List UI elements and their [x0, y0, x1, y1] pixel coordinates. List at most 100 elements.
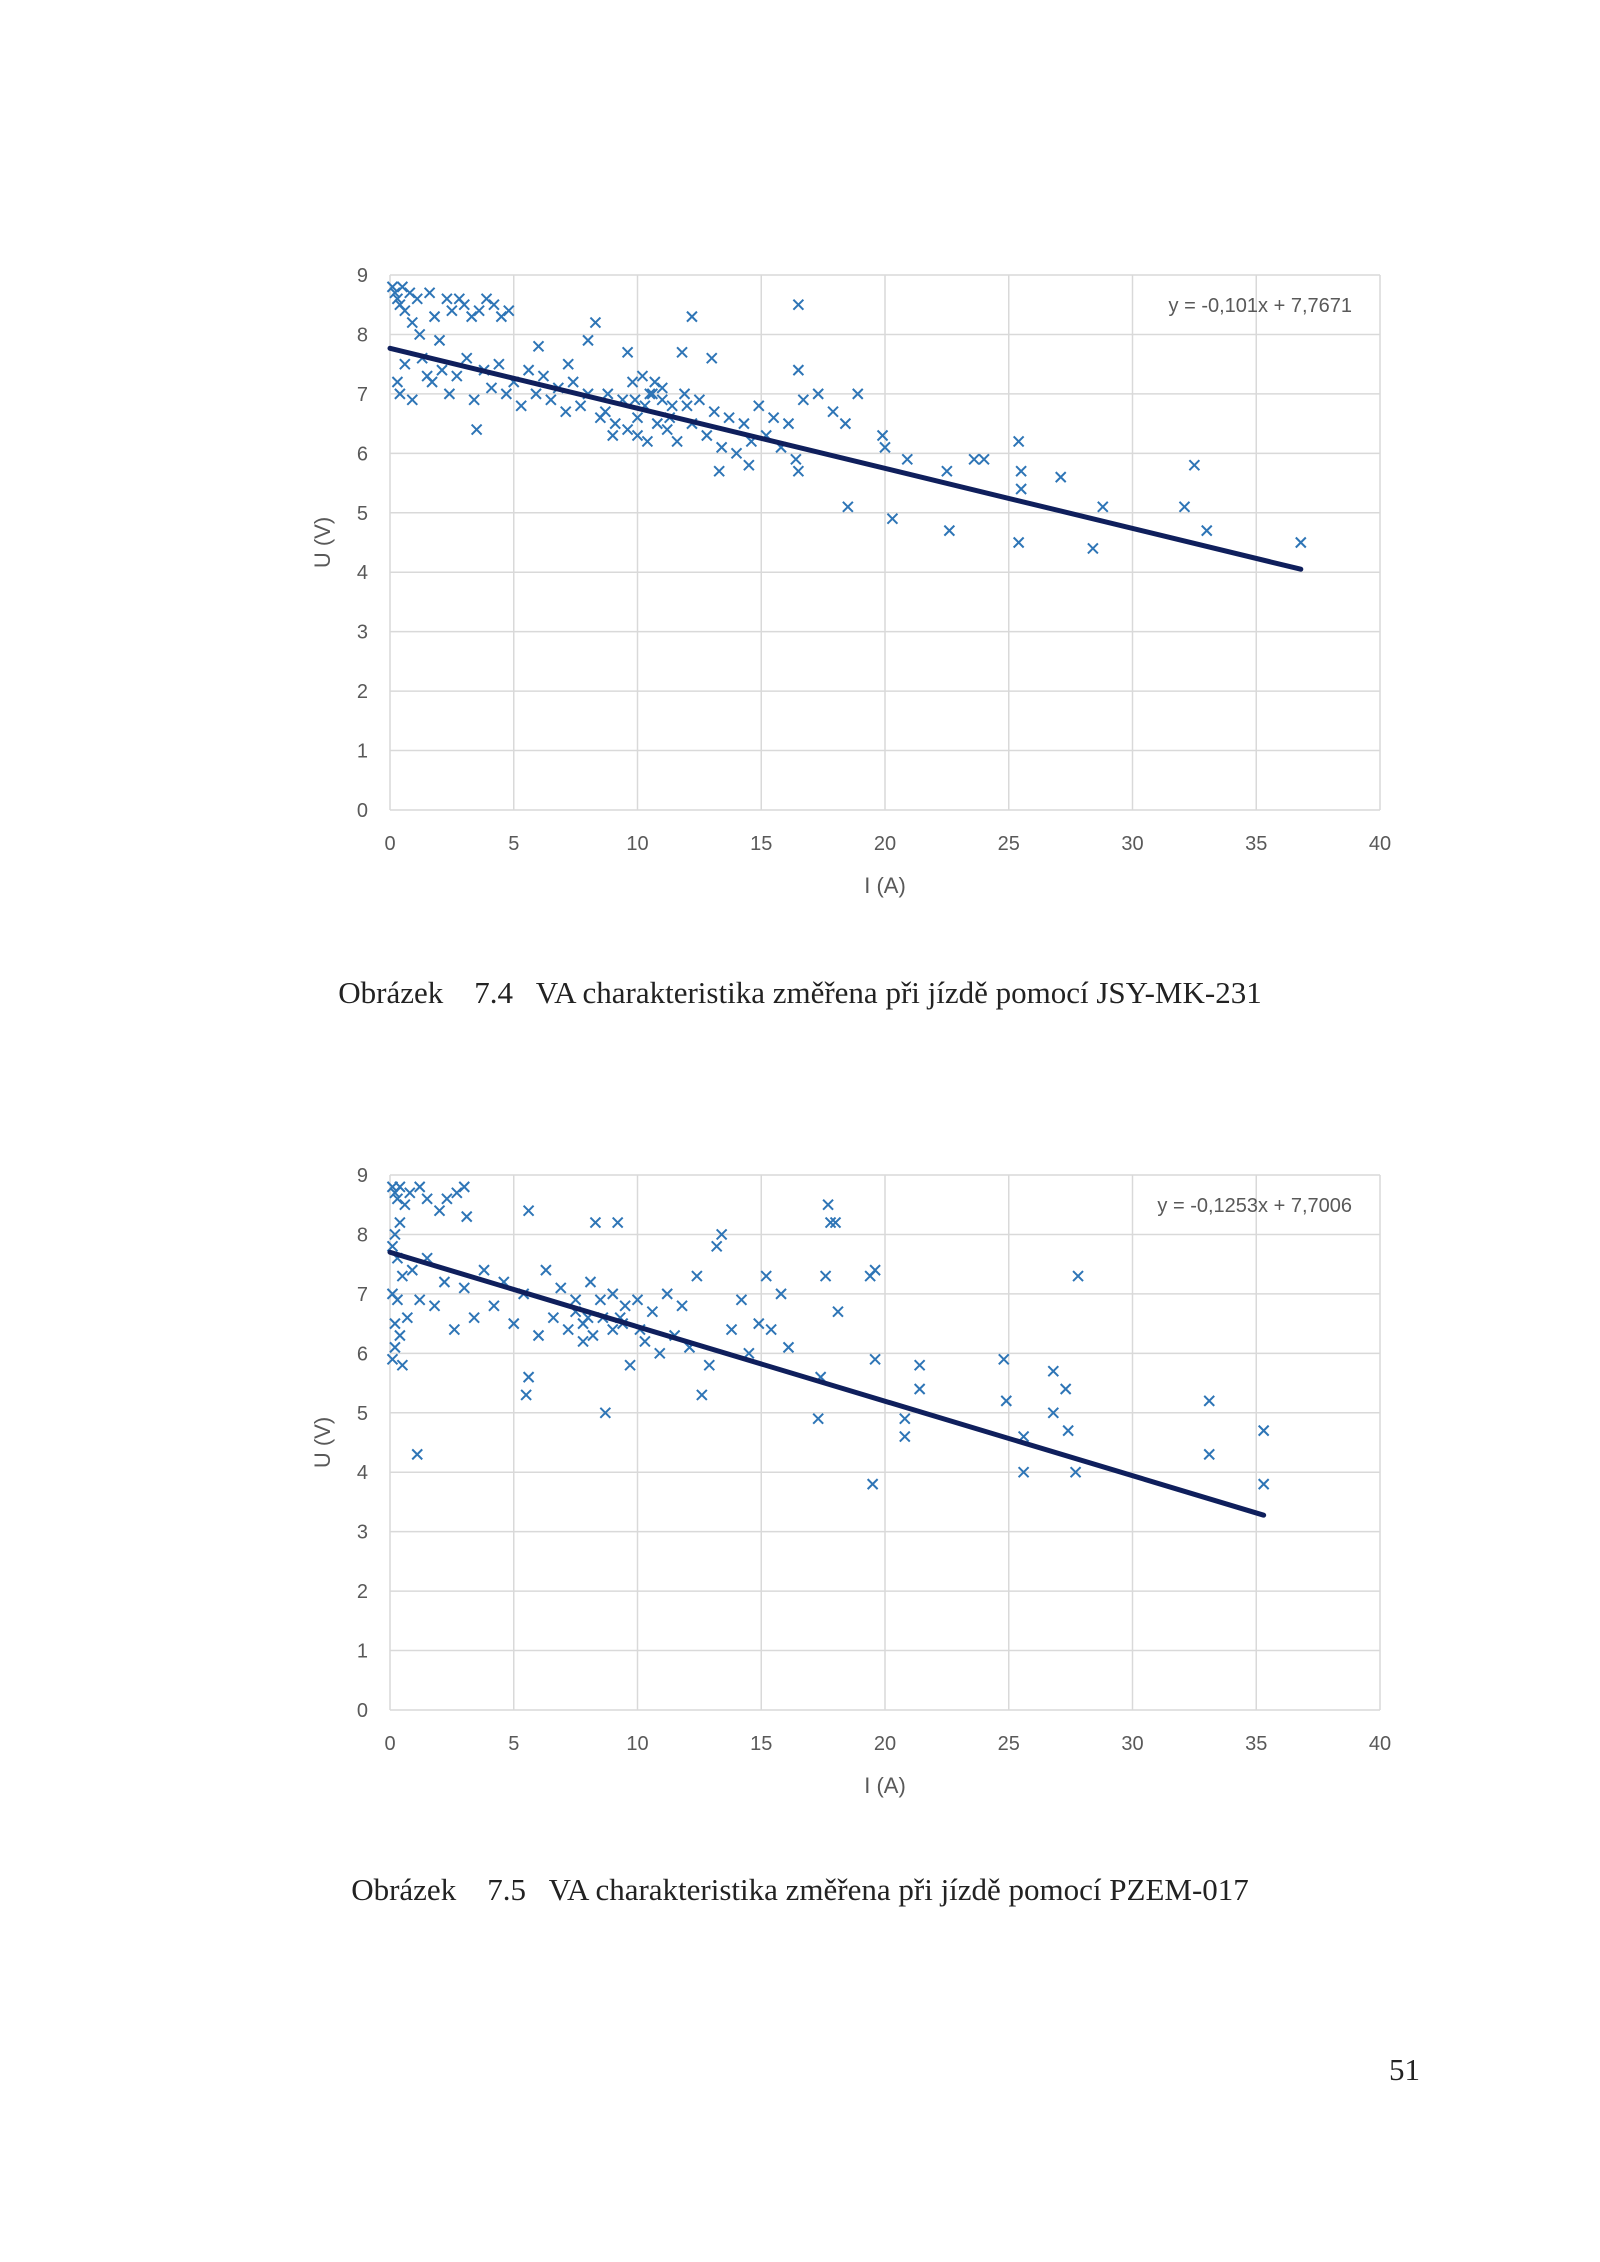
data-point [730, 447, 743, 460]
data-point [1017, 1466, 1030, 1478]
caption-figure-7-4: Obrázek 7.4 VA charakteristika změřena p… [338, 975, 1262, 1010]
data-point [654, 1347, 666, 1360]
data-point [488, 299, 500, 311]
data-point [681, 400, 693, 412]
data-point [537, 370, 550, 382]
data-point [701, 429, 713, 442]
data-point [631, 429, 644, 442]
data-point [465, 310, 478, 323]
data-point [389, 1317, 401, 1330]
x-tick-label: 30 [1121, 833, 1143, 855]
data-point [488, 1300, 500, 1312]
data-point [582, 334, 594, 347]
data-point [879, 441, 891, 454]
data-point [389, 1341, 401, 1354]
data-point [574, 400, 587, 412]
data-point [775, 1288, 787, 1300]
data-point [1062, 1424, 1074, 1437]
data-point [827, 406, 839, 418]
data-point [599, 1407, 612, 1419]
x-tick-label: 35 [1245, 833, 1267, 855]
data-point [530, 388, 542, 400]
y-tick-label: 2 [357, 681, 368, 703]
data-point [562, 1323, 574, 1336]
data-point [413, 328, 426, 341]
data-point [577, 1335, 589, 1348]
data-point [520, 1389, 532, 1401]
x-tick-label: 20 [874, 1733, 896, 1755]
x-tick-label: 40 [1369, 1733, 1391, 1755]
trendline-equation: y = -0,101x + 7,7671 [1169, 295, 1352, 317]
data-point [386, 1240, 399, 1253]
data-point [1012, 435, 1025, 448]
data-point [767, 411, 780, 424]
chart-svg: 0 5 10 15 20 25 30 35 40 0 1 2 3 4 5 6 7 8 9 I (A) U (V) y = … [310, 1165, 1391, 1798]
data-point [589, 316, 602, 329]
x-axis-label: I (A) [864, 1773, 906, 1798]
data-point [812, 1413, 824, 1425]
data-point [715, 1228, 728, 1241]
x-tick-label: 10 [626, 833, 648, 855]
data-point [478, 1264, 490, 1276]
data-point [404, 287, 416, 299]
data-point [666, 400, 678, 412]
data-point [426, 376, 438, 388]
data-point [386, 1353, 399, 1365]
data-point [399, 1199, 411, 1211]
data-point [998, 1353, 1010, 1365]
data-point [448, 1323, 461, 1336]
data-point [584, 1276, 597, 1288]
data-point [423, 287, 436, 299]
scatter-points [386, 1181, 1270, 1490]
data-point [646, 388, 659, 400]
data-point [587, 1329, 599, 1342]
data-point [428, 1300, 441, 1312]
y-tick-label: 8 [357, 324, 368, 346]
data-point [1188, 459, 1201, 471]
x-tick-label: 5 [508, 833, 519, 855]
x-tick-label: 15 [750, 1733, 772, 1755]
data-point [631, 1294, 644, 1306]
x-tick-label: 5 [508, 1733, 519, 1755]
data-point [968, 453, 980, 465]
data-point [715, 441, 728, 454]
data-point [1201, 524, 1213, 537]
x-tick-label: 15 [750, 833, 772, 855]
data-point [839, 417, 852, 430]
data-point [389, 1228, 401, 1241]
data-point [599, 406, 612, 418]
data-point [636, 370, 649, 382]
data-point [1203, 1395, 1215, 1407]
data-point [790, 453, 802, 465]
data-point [760, 1270, 772, 1282]
data-point [1257, 1424, 1270, 1437]
data-point [589, 1216, 602, 1229]
data-point [396, 1359, 409, 1371]
chart-svg: 0 5 10 15 20 25 30 35 40 0 1 2 3 4 5 6 7 8 9 I (A) U (V) y = … [310, 265, 1391, 898]
data-point [1015, 483, 1027, 495]
data-point [446, 304, 458, 317]
data-point [433, 1204, 446, 1217]
data-point [436, 364, 448, 376]
data-point [621, 346, 634, 358]
data-point [470, 423, 483, 436]
data-point [661, 423, 673, 436]
data-point [696, 1389, 708, 1401]
y-tick-label: 5 [357, 503, 368, 525]
data-point [1047, 1365, 1060, 1377]
data-point [661, 1288, 673, 1300]
data-point [691, 1270, 703, 1282]
data-point [438, 1276, 451, 1288]
data-point [468, 1311, 480, 1324]
data-point [577, 1317, 589, 1330]
chart-pzem-017: 0 5 10 15 20 25 30 35 40 0 1 2 3 4 5 6 7 8 9 I (A) U (V) y = … [300, 1145, 1420, 1825]
data-point [629, 394, 641, 406]
data-point [394, 388, 406, 400]
data-point [876, 429, 889, 442]
data-point [713, 465, 725, 477]
data-point [458, 1181, 470, 1193]
data-point [1087, 542, 1099, 555]
data-point [639, 1335, 651, 1348]
data-point [646, 1306, 659, 1318]
data-point [866, 1478, 879, 1490]
